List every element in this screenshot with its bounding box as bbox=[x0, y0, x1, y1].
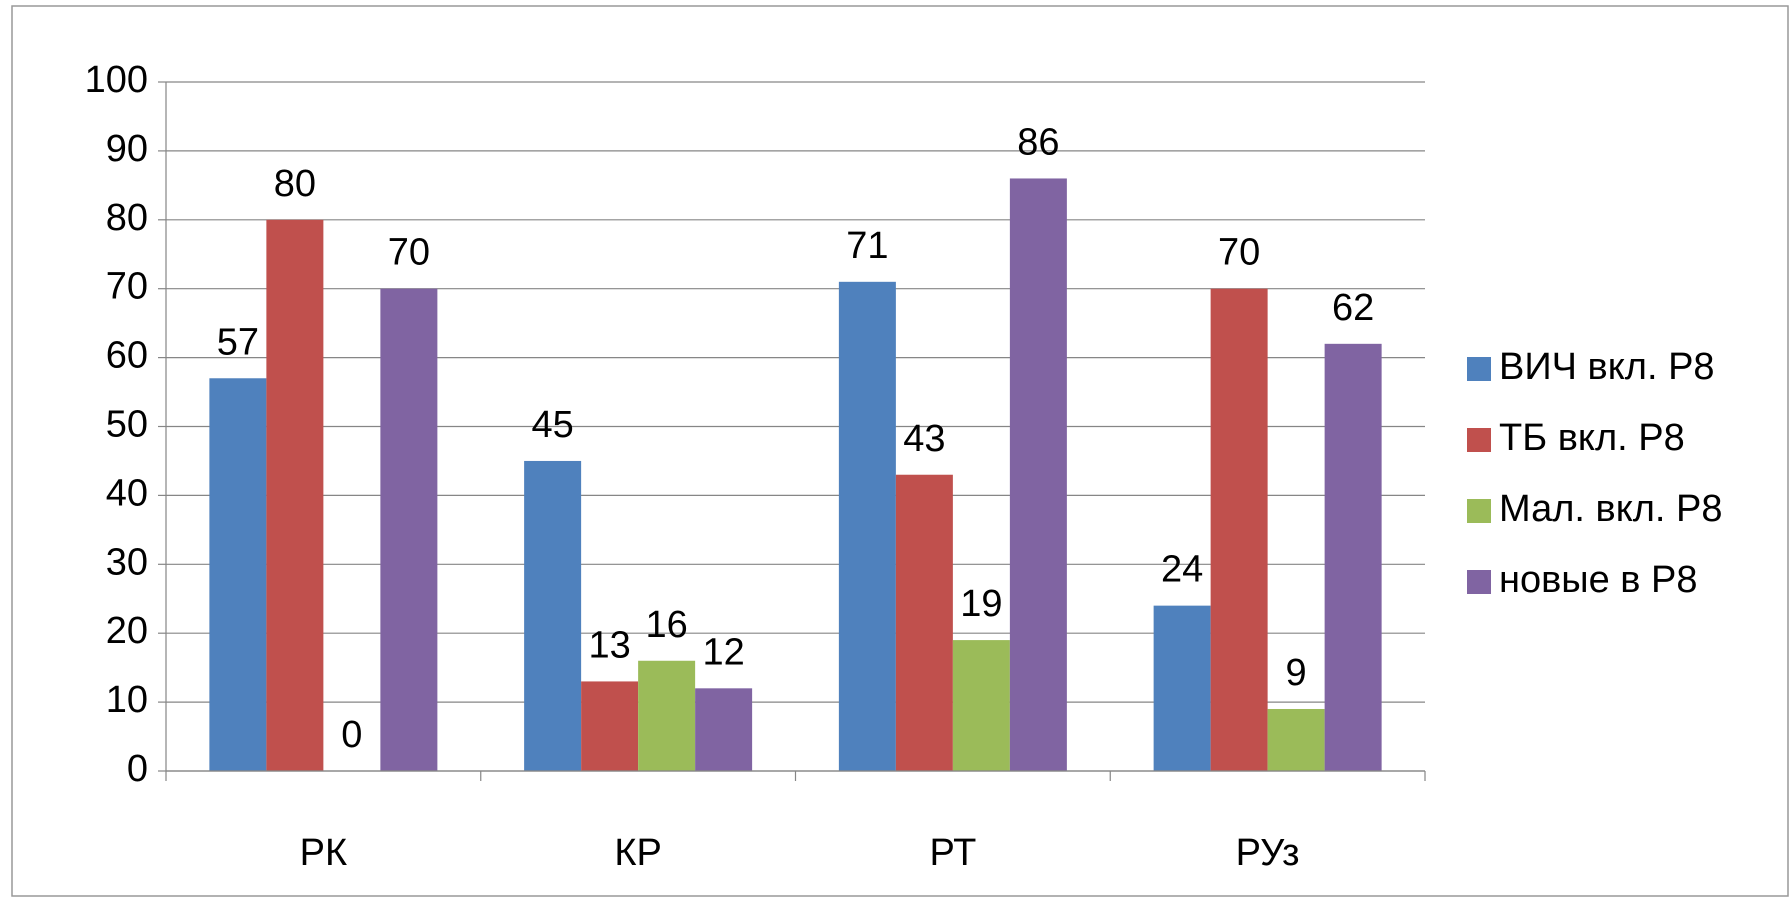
legend-swatch bbox=[1467, 570, 1491, 594]
legend-label: ВИЧ вкл. Р8 bbox=[1499, 346, 1715, 388]
bar bbox=[1009, 178, 1067, 771]
y-tick-label: 50 bbox=[106, 404, 148, 446]
y-tick-label: 20 bbox=[106, 610, 148, 652]
legend-swatch bbox=[1467, 428, 1491, 452]
y-tick-label: 10 bbox=[106, 679, 148, 721]
bar bbox=[1210, 288, 1268, 771]
data-label: 70 bbox=[388, 232, 430, 274]
data-label: 9 bbox=[1286, 652, 1307, 694]
data-label: 43 bbox=[903, 418, 945, 460]
x-tick-label: РК bbox=[300, 832, 347, 874]
legend-swatch bbox=[1467, 357, 1491, 381]
legend-label: новые в Р8 bbox=[1499, 559, 1698, 601]
legend-label: ТБ вкл. Р8 bbox=[1499, 417, 1685, 459]
data-label: 80 bbox=[274, 163, 316, 205]
x-tick-label: КР bbox=[614, 832, 661, 874]
x-tick-label: РУз bbox=[1236, 832, 1300, 874]
y-tick-label: 60 bbox=[106, 335, 148, 377]
data-label: 71 bbox=[846, 225, 888, 267]
data-label: 57 bbox=[217, 321, 259, 363]
data-label: 12 bbox=[702, 631, 744, 673]
bar bbox=[266, 219, 324, 772]
bar bbox=[581, 681, 639, 771]
data-label: 62 bbox=[1332, 287, 1374, 329]
bar bbox=[838, 281, 896, 771]
data-label: 24 bbox=[1161, 549, 1203, 591]
data-label: 13 bbox=[588, 624, 630, 666]
x-tick-label: РТ bbox=[929, 832, 976, 874]
data-label: 19 bbox=[960, 583, 1002, 625]
bar bbox=[952, 640, 1010, 771]
y-tick-label: 30 bbox=[106, 541, 148, 583]
y-tick-label: 0 bbox=[127, 748, 148, 790]
data-label: 70 bbox=[1218, 232, 1260, 274]
bar bbox=[895, 474, 953, 771]
legend-label: Мал. вкл. Р8 bbox=[1499, 488, 1723, 530]
y-tick-label: 80 bbox=[106, 197, 148, 239]
bar bbox=[1153, 605, 1211, 771]
bar bbox=[1267, 708, 1325, 771]
legend-swatch bbox=[1467, 499, 1491, 523]
data-label: 45 bbox=[531, 404, 573, 446]
y-tick-label: 90 bbox=[106, 128, 148, 170]
y-tick-label: 70 bbox=[106, 266, 148, 308]
bar bbox=[695, 688, 753, 771]
data-label: 16 bbox=[645, 604, 687, 646]
bar bbox=[638, 660, 696, 771]
bar bbox=[524, 460, 582, 771]
bar bbox=[380, 288, 438, 771]
y-tick-label: 40 bbox=[106, 472, 148, 514]
data-label: 0 bbox=[341, 714, 362, 756]
y-tick-label: 100 bbox=[85, 59, 148, 101]
data-label: 86 bbox=[1017, 121, 1059, 163]
bar bbox=[1324, 343, 1382, 771]
bar bbox=[209, 378, 267, 771]
